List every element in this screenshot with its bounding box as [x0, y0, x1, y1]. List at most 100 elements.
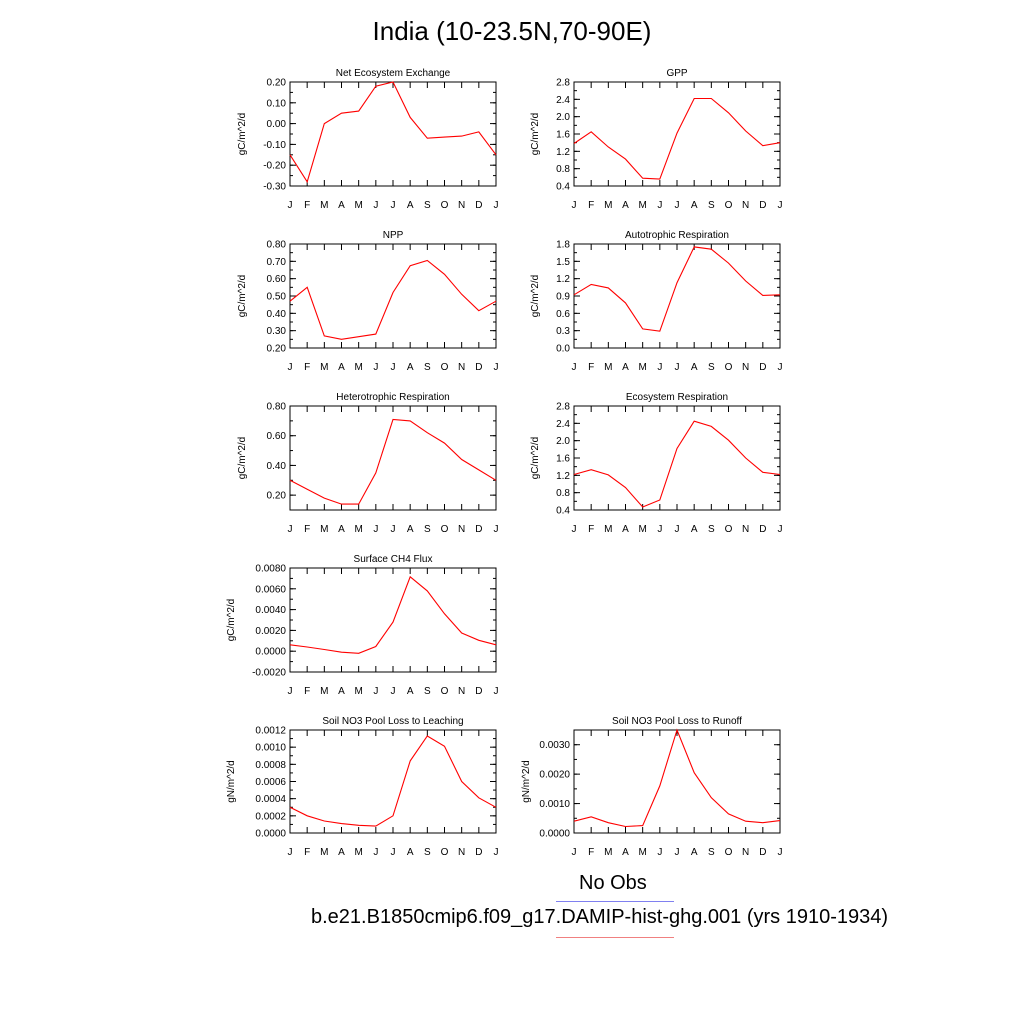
x-tick-label: D [759, 362, 766, 373]
x-tick-label: J [675, 200, 680, 211]
plot-frame [573, 729, 781, 834]
y-tick-label: 0.0020 [255, 626, 286, 637]
x-tick-label: A [622, 524, 629, 535]
x-tick-label: J [391, 200, 396, 211]
x-tick-label: O [725, 362, 733, 373]
y-tick-label: 0.80 [267, 240, 287, 251]
x-tick-label: O [725, 200, 733, 211]
y-tick-label: 0.0000 [539, 829, 570, 840]
x-tick-label: J [288, 200, 293, 211]
x-tick-label: A [338, 686, 345, 697]
x-tick-label: J [657, 362, 662, 373]
chart-panel-6: Ecosystem Respiration 0.4 0.8 1.2 1.6 2.0 2.4 2… [530, 392, 783, 535]
x-tick-label: O [441, 847, 449, 858]
series-line [289, 735, 497, 827]
y-tick-label: 2.0 [556, 436, 570, 447]
series-line [573, 420, 781, 508]
x-tick-label: J [494, 524, 499, 535]
legend-model-line [556, 937, 674, 938]
y-tick-label: 0.0060 [255, 584, 286, 595]
y-tick-label: 0.4 [556, 506, 570, 517]
x-tick-label: J [675, 524, 680, 535]
x-tick-label: N [458, 524, 465, 535]
x-tick-label: S [424, 200, 431, 211]
series-line [289, 259, 497, 340]
x-tick-label: J [391, 686, 396, 697]
y-tick-label: 1.2 [556, 274, 570, 285]
x-tick-label: J [373, 200, 378, 211]
series-line [289, 81, 497, 184]
chart-panel-7: Surface CH4 Flux -0.0020 0.0000 0.0020 0.004… [226, 554, 499, 697]
x-tick-label: M [638, 524, 646, 535]
x-tick-label: D [759, 200, 766, 211]
x-tick-label: A [691, 200, 698, 211]
y-tick-label: 0.0006 [255, 777, 286, 788]
y-tick-label: 0.0 [556, 344, 570, 355]
x-tick-label: M [604, 524, 612, 535]
x-tick-label: A [338, 847, 345, 858]
x-tick-label: A [691, 362, 698, 373]
y-axis-label: gC/m^2/d [530, 437, 541, 480]
x-tick-label: N [742, 362, 749, 373]
plot-frame [289, 567, 497, 673]
y-tick-label: 0.6 [556, 309, 570, 320]
x-tick-label: J [572, 524, 577, 535]
x-tick-label: N [742, 524, 749, 535]
x-tick-label: S [424, 847, 431, 858]
y-axis-label: gC/m^2/d [530, 275, 541, 318]
chart-panel-1: Net Ecosystem Exchange -0.30 -0.20 -0.10 0.0… [237, 68, 499, 211]
y-axis-label: gC/m^2/d [226, 599, 237, 642]
x-tick-label: N [458, 686, 465, 697]
x-tick-label: O [725, 847, 733, 858]
legend-obs-label: No Obs [579, 872, 647, 894]
y-tick-label: 0.0010 [255, 743, 286, 754]
x-tick-label: J [288, 686, 293, 697]
x-tick-label: J [494, 847, 499, 858]
y-axis-label: gC/m^2/d [237, 275, 248, 318]
x-tick-label: A [407, 200, 414, 211]
x-tick-label: J [391, 524, 396, 535]
x-tick-label: J [391, 847, 396, 858]
x-tick-label: M [604, 200, 612, 211]
y-tick-label: 0.20 [267, 344, 287, 355]
x-tick-label: O [441, 524, 449, 535]
y-tick-label: 2.0 [556, 112, 570, 123]
x-tick-label: S [708, 362, 715, 373]
legend-obs-line [556, 901, 674, 902]
y-tick-label: 0.0080 [255, 564, 286, 575]
chart-panel-4: Autotrophic Respiration 0.0 0.3 0.6 0.9 1.2 1.… [530, 230, 783, 373]
x-tick-label: F [304, 847, 310, 858]
y-tick-label: 0.3 [556, 326, 570, 337]
x-tick-label: D [475, 686, 482, 697]
x-tick-label: M [320, 200, 328, 211]
x-tick-label: M [320, 524, 328, 535]
x-tick-label: A [622, 200, 629, 211]
y-tick-label: -0.10 [263, 140, 286, 151]
x-tick-label: M [354, 847, 362, 858]
chart-panel-5: Heterotrophic Respiration 0.20 0.40 0.60 0.8… [237, 392, 499, 535]
x-tick-label: A [691, 524, 698, 535]
x-tick-label: O [441, 686, 449, 697]
series-line [289, 575, 497, 654]
x-tick-label: J [657, 200, 662, 211]
x-tick-label: S [708, 200, 715, 211]
y-tick-label: 0.10 [267, 98, 287, 109]
y-tick-label: 0.0012 [255, 726, 286, 737]
chart-title: Surface CH4 Flux [354, 554, 433, 565]
x-tick-label: M [320, 847, 328, 858]
x-tick-label: J [288, 362, 293, 373]
page-title: India (10-23.5N,70-90E) [372, 16, 652, 46]
y-tick-label: 0.9 [556, 292, 570, 303]
x-tick-label: J [373, 847, 378, 858]
x-tick-label: D [759, 524, 766, 535]
x-tick-label: J [572, 362, 577, 373]
y-tick-label: 0.0002 [255, 811, 286, 822]
x-tick-label: J [675, 362, 680, 373]
y-tick-label: 0.20 [267, 491, 287, 502]
x-tick-label: F [304, 686, 310, 697]
y-axis-label: gC/m^2/d [237, 437, 248, 480]
y-tick-label: 0.0000 [255, 647, 286, 658]
